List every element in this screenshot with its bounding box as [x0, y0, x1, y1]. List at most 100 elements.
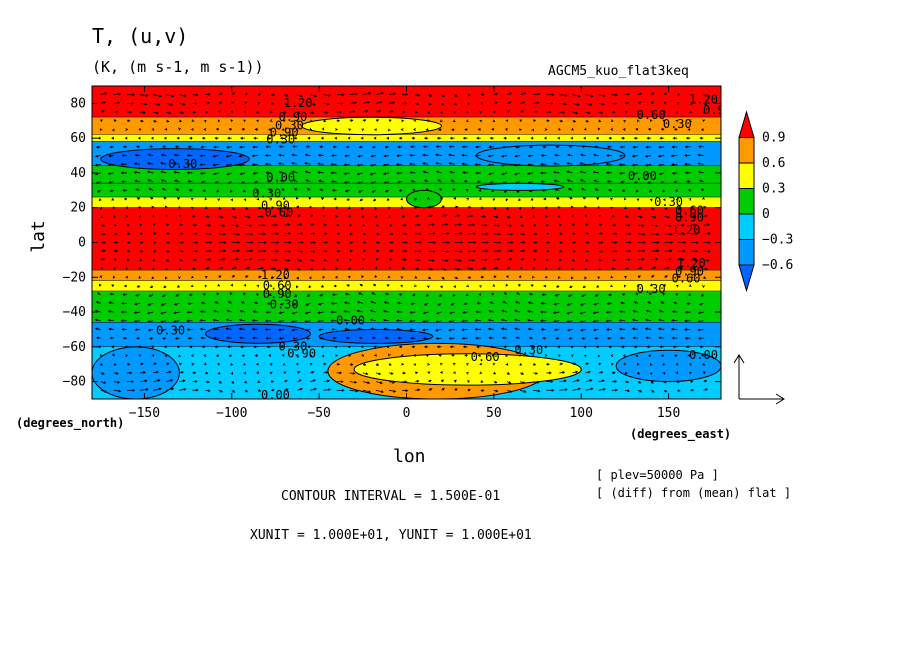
wind-vector-head — [533, 119, 537, 123]
wind-vector-head — [263, 241, 267, 244]
wind-vector — [572, 102, 580, 106]
wind-vector-head — [151, 214, 155, 218]
wind-vector — [323, 380, 330, 383]
wind-vector-head — [553, 302, 557, 306]
wind-vector-head — [120, 310, 124, 314]
wind-vector-head — [372, 283, 376, 287]
wind-vector-head — [148, 294, 152, 297]
wind-vector-head — [343, 318, 347, 322]
wind-vector — [113, 381, 120, 383]
wind-vector-head — [605, 171, 609, 175]
wind-vector-head — [697, 162, 701, 166]
wind-vector-head — [182, 379, 186, 383]
wind-vector-head — [664, 389, 668, 393]
wind-vector-head — [583, 127, 587, 131]
wind-vector-head — [627, 258, 631, 262]
wind-vector-head — [392, 101, 396, 105]
wind-vector-head — [309, 362, 313, 366]
wind-vector-head — [582, 196, 586, 200]
wind-vector-head — [599, 258, 603, 262]
contour-label: 0.00 — [266, 171, 295, 185]
wind-vector — [139, 94, 148, 97]
wind-vector-head — [371, 145, 375, 149]
wind-vector-head — [658, 172, 662, 176]
wind-vector-head — [188, 293, 192, 297]
wind-vector-head — [540, 301, 544, 305]
wind-vector — [318, 171, 324, 174]
wind-vector-head — [98, 198, 102, 202]
wind-vector-head — [500, 163, 504, 167]
wind-vector-head — [142, 371, 146, 374]
wind-vector-head — [481, 206, 485, 210]
wind-vector-head — [425, 354, 429, 357]
wind-vector-head — [118, 389, 122, 393]
wind-vector-head — [515, 336, 519, 340]
shading-region — [475, 144, 626, 167]
wind-vector-head — [238, 154, 242, 158]
wind-vector-head — [505, 198, 509, 202]
contour-label: 1.20 — [677, 256, 706, 270]
wind-vector-head — [187, 180, 191, 183]
wind-vector-head — [124, 136, 128, 140]
wind-vector-head — [104, 92, 108, 95]
x-tick-label: 50 — [486, 406, 502, 421]
wind-vector-head — [416, 102, 420, 106]
wind-vector-head — [147, 179, 151, 182]
wind-vector-head — [671, 171, 675, 175]
wind-vector-head — [426, 196, 430, 200]
wind-vector-head — [495, 389, 499, 393]
wind-vector-head — [190, 284, 194, 288]
wind-vector-head — [112, 215, 116, 218]
wind-vector-head — [355, 92, 359, 96]
wind-vector-head — [219, 380, 223, 384]
wind-vector-head — [292, 179, 296, 182]
wind-vector-head — [309, 354, 313, 358]
wind-vector-head — [681, 258, 685, 262]
wind-vector-head — [358, 145, 362, 149]
wind-vector-head — [585, 119, 589, 123]
wind-vector-head — [637, 362, 640, 366]
wind-vector-head — [384, 189, 388, 193]
wind-vector-head — [479, 362, 483, 366]
wind-vector-head — [306, 188, 310, 191]
wind-vector — [658, 163, 665, 166]
wind-vector-head — [188, 188, 192, 192]
wind-vector-head — [217, 371, 221, 375]
wind-vector-head — [501, 309, 505, 313]
wind-vector-head — [160, 153, 164, 157]
wind-vector-head — [372, 198, 376, 202]
wind-vector-head — [160, 170, 164, 174]
wind-vector-head — [481, 275, 485, 279]
wind-vector-head — [265, 145, 269, 149]
wind-vector-head — [593, 179, 597, 183]
wind-vector-head — [281, 128, 285, 131]
wind-vector — [383, 172, 390, 175]
wind-vector — [493, 224, 500, 227]
wind-vector-head — [365, 109, 369, 113]
wind-vector-head — [180, 232, 184, 236]
wind-vector-head — [138, 275, 142, 279]
wind-vector-head — [553, 162, 557, 166]
wind-vector-head — [295, 127, 299, 131]
y-tick-label: 20 — [70, 201, 86, 216]
wind-vector-head — [699, 345, 703, 349]
wind-vector — [213, 319, 219, 322]
wind-vector-head — [600, 232, 604, 236]
wind-vector-head — [473, 249, 477, 253]
wind-vector-head — [160, 311, 164, 315]
wind-vector-head — [340, 101, 344, 105]
wind-vector-head — [472, 258, 476, 262]
wind-vector-head — [533, 258, 537, 262]
wind-vector-head — [256, 110, 259, 114]
wind-vector-head — [216, 292, 220, 296]
wind-vector-head — [178, 205, 181, 209]
wind-vector-head — [305, 145, 309, 149]
wind-vector-head — [238, 163, 242, 167]
wind-vector-head — [273, 214, 277, 218]
wind-vector-head — [166, 119, 170, 123]
wind-vector-head — [125, 206, 129, 210]
wind-vector — [572, 388, 581, 391]
wind-vector-head — [699, 136, 703, 140]
wind-vector — [527, 319, 534, 322]
wind-vector — [567, 162, 573, 165]
